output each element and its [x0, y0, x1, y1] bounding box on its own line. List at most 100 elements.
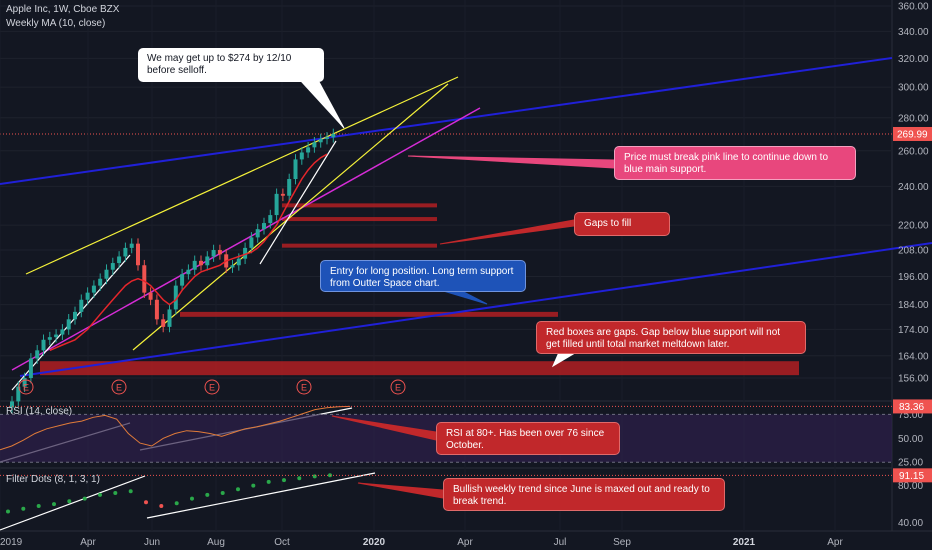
price-tick-label: 240.00	[898, 182, 929, 193]
filter-dot	[21, 506, 26, 511]
yellow-wedge-lower	[132, 83, 449, 351]
candle-body	[211, 250, 216, 257]
candle-body	[123, 247, 128, 257]
candle-body	[28, 358, 33, 378]
candle-body	[312, 142, 317, 148]
rsi-legend: RSI (14, close)	[6, 406, 73, 417]
candle-body	[180, 274, 185, 286]
dots-white-trend	[146, 472, 376, 519]
pink-trend-line	[11, 107, 481, 371]
candle-body	[318, 138, 323, 143]
candle-body	[22, 378, 27, 387]
rsi-tick-label: 25.00	[898, 458, 923, 469]
time-tick-label: 2020	[363, 537, 386, 548]
time-tick-label: Apr	[457, 537, 473, 548]
candle-body	[249, 237, 254, 248]
candle-body	[186, 269, 191, 275]
time-axis: 2019 Apr Jun Aug Oct 2020 Apr Jul Sep 2021 Apr	[0, 537, 843, 548]
earnings-marker	[390, 379, 406, 395]
candle-body	[85, 292, 90, 300]
time-tick-label: Sep	[613, 537, 631, 548]
filter-dot	[52, 502, 56, 507]
blue-main-support	[19, 242, 932, 377]
earnings-marker	[18, 379, 34, 395]
price-axis: 360.00 340.00 320.00 300.00 280.00 260.00 240.…	[893, 2, 932, 529]
dots-last-value: 91.15	[899, 471, 924, 482]
time-tick-label: Apr	[80, 537, 96, 548]
candle-body	[230, 265, 235, 268]
filter-dot	[174, 501, 179, 506]
candle-body	[192, 260, 197, 270]
dots-white-trend	[0, 475, 146, 531]
price-tick-label: 220.00	[898, 221, 929, 232]
candle-body	[299, 152, 304, 160]
candle-body	[243, 247, 248, 259]
candle-body	[274, 193, 279, 216]
filter-dot	[220, 491, 225, 495]
time-tick-label: Apr	[827, 537, 843, 548]
candle-body	[325, 137, 329, 139]
candle-body	[217, 250, 222, 255]
filter-dot	[113, 491, 118, 495]
candle-body	[47, 337, 52, 340]
filter-dot	[251, 483, 256, 488]
candle-body	[262, 223, 266, 230]
last-price-value: 269.99	[897, 129, 928, 140]
price-tick-label: 360.00	[898, 2, 929, 13]
candle-body	[255, 229, 260, 238]
candle-body	[293, 159, 298, 180]
price-tick-label: 300.00	[898, 83, 929, 94]
candle-body	[79, 299, 84, 312]
white-trend-line	[259, 140, 337, 265]
candle-body	[161, 319, 166, 327]
gap-boxes	[40, 203, 799, 376]
candle-body	[142, 265, 147, 293]
time-tick-label: 2019	[0, 537, 23, 548]
candle-body	[148, 292, 153, 300]
candle-body	[117, 256, 122, 264]
filter-dot	[236, 487, 240, 492]
gap-box	[282, 217, 437, 222]
filter-dot	[266, 479, 271, 484]
candle-body	[91, 285, 96, 293]
trend-note: Bullish weekly trend since June is maxed…	[443, 478, 725, 511]
earnings-marker-label: E	[301, 383, 307, 393]
rsi-tick-label: 75.00	[898, 410, 923, 421]
candle-body	[35, 350, 40, 359]
dots-tick-label: 80.00	[898, 481, 923, 492]
time-tick-label: Oct	[274, 537, 290, 548]
filter-dot	[312, 474, 317, 479]
candle-body	[280, 193, 285, 196]
filter-dot	[297, 476, 302, 481]
earnings-marker-label: E	[23, 383, 29, 393]
candle-body	[73, 311, 77, 320]
gap-box	[40, 361, 799, 376]
filter-dot	[205, 492, 210, 497]
price-tick-label: 280.00	[898, 113, 929, 124]
candle-body	[41, 339, 46, 351]
rsi-last-value: 83.36	[899, 402, 924, 413]
filter-dot	[67, 499, 72, 504]
rsi-line	[0, 405, 351, 451]
earnings-marker	[111, 379, 127, 395]
trend-leader	[357, 482, 444, 499]
price-tick-label: 196.00	[898, 272, 929, 283]
earnings-marker-label: E	[116, 383, 122, 393]
candle-body	[268, 215, 273, 224]
red-boxes-note: Red boxes are gaps. Gap below blue suppo…	[536, 321, 806, 354]
last-price-tag	[893, 126, 932, 141]
candle-body	[16, 386, 21, 402]
filter-dot	[190, 496, 194, 501]
candle-body	[154, 299, 159, 320]
candle-body	[60, 329, 65, 335]
target-note: We may get up to $274 by 12/10 before se…	[138, 48, 324, 82]
candle-body	[199, 260, 203, 266]
filter-dots-legend: Filter Dots (8, 1, 3, 1)	[6, 474, 100, 485]
time-tick-label: Jul	[554, 537, 567, 548]
time-tick-label: 2021	[733, 537, 756, 548]
gaps-note: Gaps to fill	[574, 212, 670, 236]
price-tick-label: 340.00	[898, 27, 929, 38]
candles	[10, 128, 336, 413]
dots-last-tag	[893, 468, 932, 483]
filter-dot	[128, 489, 133, 494]
